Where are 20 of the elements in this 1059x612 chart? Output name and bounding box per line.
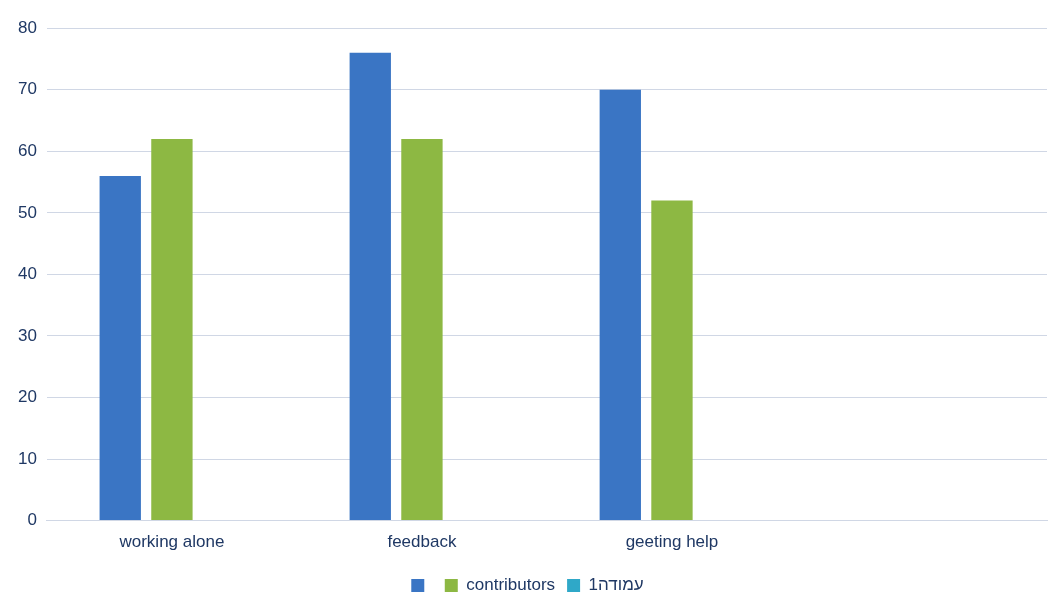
y-tick-label: 40 xyxy=(17,264,37,284)
x-tick-label: working alone xyxy=(118,532,225,552)
x-tick-label: geeting help xyxy=(625,532,719,552)
y-tick-label: 0 xyxy=(27,510,37,530)
bar xyxy=(349,52,391,521)
bar xyxy=(599,89,641,521)
y-tick-label: 80 xyxy=(17,17,37,37)
bar xyxy=(651,200,693,521)
bar xyxy=(99,175,141,521)
y-tick-label: 20 xyxy=(17,387,37,407)
legend-label: עמודה1 xyxy=(588,575,644,595)
x-tick-label: feedback xyxy=(387,532,457,552)
y-tick-label: 60 xyxy=(17,140,37,160)
bar xyxy=(151,138,193,521)
legend-label: contributors xyxy=(466,575,556,595)
y-tick-label: 50 xyxy=(17,202,37,222)
bar xyxy=(401,138,443,521)
y-tick-label: 30 xyxy=(17,325,37,345)
y-tick-label: 10 xyxy=(17,448,37,468)
y-tick-label: 70 xyxy=(17,79,37,99)
